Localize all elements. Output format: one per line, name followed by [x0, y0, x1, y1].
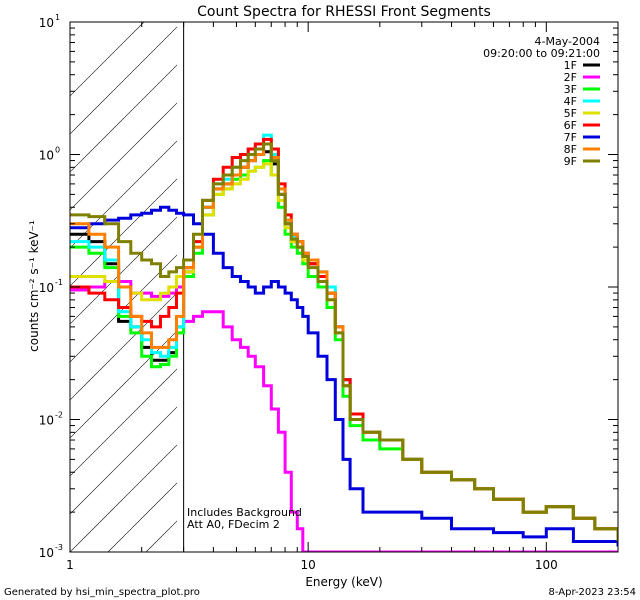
y-tick-base: 10 [39, 281, 54, 295]
annotation-background: Includes Background [187, 506, 302, 519]
y-tick-base: 10 [39, 546, 54, 560]
y-tick-label: 10 1 [39, 13, 60, 30]
y-tick-label: 10 -3 [39, 543, 63, 560]
hatch-line [70, 292, 177, 401]
y-tick-exponent: 1 [55, 13, 60, 22]
hatch-line [70, 368, 177, 477]
y-tick-exponent: -1 [55, 278, 63, 287]
y-tick-base: 10 [39, 414, 54, 428]
hatch-line [70, 26, 177, 135]
y-tick-label: 10 0 [39, 146, 60, 163]
excluded-energy-hatch [70, 22, 640, 552]
series-line-9F [70, 142, 618, 542]
chart-title: Count Spectra for RHESSI Front Segments [197, 4, 491, 20]
legend-label-3F: 3F [564, 83, 577, 96]
y-axis-label: counts cm⁻² s⁻¹ keV⁻¹ [27, 220, 41, 352]
hatch-line [70, 216, 177, 325]
legend-label-2F: 2F [564, 71, 577, 84]
series-line-7F [70, 205, 618, 547]
legend-label-6F: 6F [564, 119, 577, 132]
legend-label-9F: 9F [564, 155, 577, 168]
y-tick-base: 10 [39, 149, 54, 163]
spectra-lines [70, 133, 618, 552]
plot-frame [69, 21, 619, 553]
y-tick-base: 10 [39, 16, 54, 30]
legend-label-7F: 7F [564, 131, 577, 144]
hatch-line [602, 22, 640, 552]
x-tick-label: 100 [535, 558, 558, 572]
legend-label-1F: 1F [564, 59, 577, 72]
annotation-attenuator: Att A0, FDecim 2 [187, 518, 280, 531]
hatch-line [70, 444, 177, 552]
y-tick-exponent: -2 [55, 411, 63, 420]
legend-label-8F: 8F [564, 143, 577, 156]
legend-label-4F: 4F [564, 95, 577, 108]
y-tick-label: 10 -1 [39, 278, 63, 295]
hatch-line [70, 64, 177, 173]
timestamp-label: 8-Apr-2023 23:54 [549, 587, 636, 598]
y-tick-exponent: 0 [55, 146, 60, 155]
hatch-line [70, 406, 177, 515]
y-tick-label: 10 -2 [39, 411, 63, 428]
y-tick-exponent: -3 [55, 543, 63, 552]
hatch-line [70, 102, 177, 211]
series-line-2F [70, 280, 618, 552]
x-tick-label: 1 [66, 558, 74, 572]
generated-by-label: Generated by hsi_min_spectra_plot.pro [4, 587, 200, 598]
date-label: 4-May-2004 [535, 35, 600, 48]
legend-label-5F: 5F [564, 107, 577, 120]
hatch-line [107, 482, 177, 552]
hatch-line [70, 254, 177, 363]
x-axis-label: Energy (keV) [305, 575, 382, 589]
hatch-line [374, 22, 640, 552]
x-tick-label: 10 [301, 558, 316, 572]
time-range-label: 09:20:00 to 09:21:00 [483, 47, 600, 60]
